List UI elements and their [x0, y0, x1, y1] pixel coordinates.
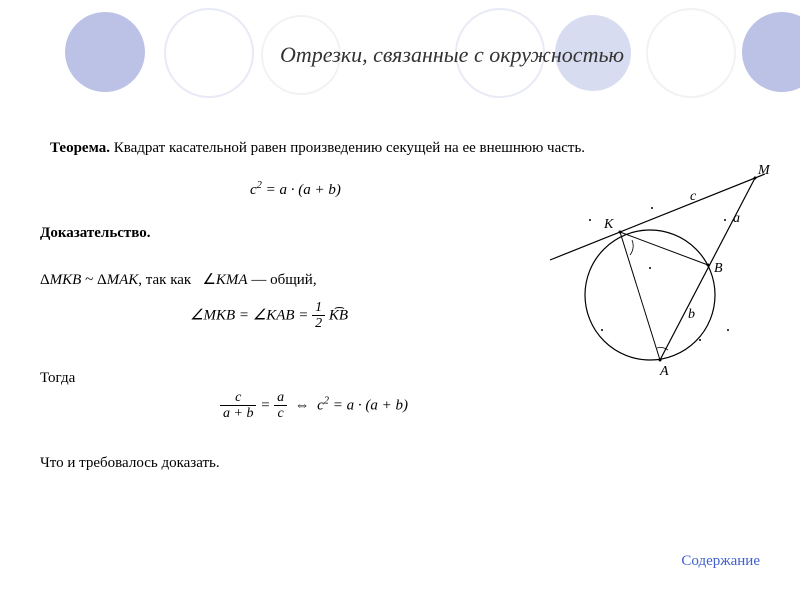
formula-main: c2 = a · (a + b) [250, 180, 341, 199]
then-label: Тогда [40, 370, 75, 387]
svg-text:c: c [690, 189, 697, 204]
decorative-circle [164, 8, 254, 98]
svg-text:B: B [714, 261, 723, 276]
svg-text:A: A [659, 364, 669, 379]
page-title: Отрезки, связанные с окружностью [280, 42, 624, 68]
decorative-circle [65, 12, 145, 92]
formula-ratio: ca + b = ac ⇔ c2 = a · (a + b) [220, 390, 408, 422]
proof-label: Доказательство. [40, 225, 151, 242]
similarity-line: ΔMKB ~ ΔMAK, так как ∠KMA — общий, [40, 270, 317, 289]
decorative-circle [646, 8, 736, 98]
svg-text:b: b [688, 307, 695, 322]
angle-equality-line: ∠MKB = ∠KAB = 12 K͡B [190, 300, 348, 332]
decorative-circle [742, 12, 800, 92]
theorem-label: Теорема. [50, 140, 110, 156]
qed-text: Что и требовалось доказать. [40, 455, 220, 472]
svg-text:K: K [603, 217, 614, 232]
theorem-text: Квадрат касательной равен произведению с… [110, 140, 585, 156]
theorem-statement: Теорема. Квадрат касательной равен произ… [50, 140, 585, 157]
contents-link[interactable]: Содержание [681, 553, 760, 570]
svg-text:M: M [757, 163, 771, 178]
geometry-diagram: M K B Ac a b [530, 160, 780, 390]
svg-text:a: a [733, 211, 740, 226]
